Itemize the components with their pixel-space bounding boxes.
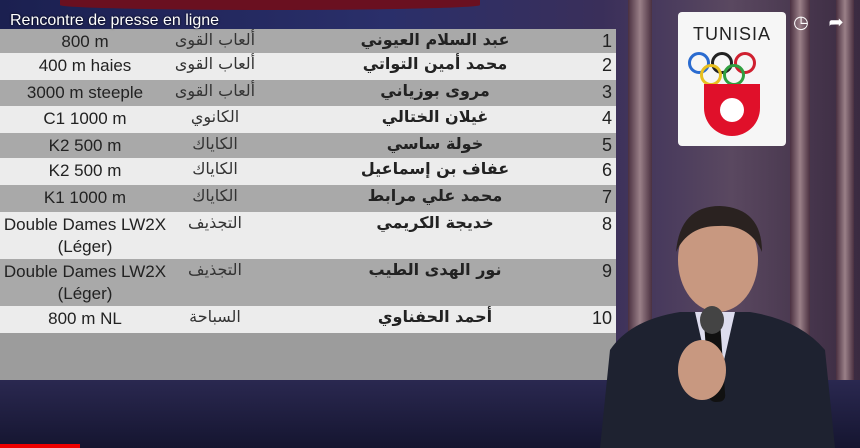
sport-name: ألعاب القوى	[174, 30, 256, 49]
clock-icon[interactable]: ◷	[793, 12, 809, 33]
athlete-name: أحمد الحفناوي	[377, 307, 493, 326]
sport-name: ألعاب القوى	[174, 54, 256, 73]
tunisia-olympic-logo: TUNISIA	[678, 12, 786, 146]
event-name: K2 500 m	[48, 136, 122, 155]
event-name: C1 1000 m	[43, 109, 127, 128]
event-name: 800 m	[61, 32, 109, 51]
athlete-name: نور الهدى الطيب	[368, 260, 502, 279]
table-row: 5 خولة ساسي الكاياك K2 500 m	[0, 133, 616, 158]
athlete-name: عبد السلام العيوني	[360, 30, 510, 49]
table-row: 8 خديجة الكريمي التجذيف Double Dames LW2X (…	[0, 212, 616, 259]
athlete-name: غيلان الختالي	[381, 107, 489, 126]
table-row: 7 محمد علي مرابط الكاياك K1 1000 m	[0, 185, 616, 212]
row-number: 8	[601, 214, 612, 234]
table-row: 6 عفاف بن إسماعيل الكاياك K2 500 m	[0, 158, 616, 185]
row-number: 2	[601, 55, 612, 75]
event-name: Double Dames LW2X (Léger)	[3, 215, 167, 256]
sport-name: الكاياك	[192, 186, 238, 205]
table-row: 1 عبد السلام العيوني ألعاب القوى 800 m	[0, 29, 616, 53]
table-row: 2 محمد أمين التواتي ألعاب القوى 400 m haies	[0, 53, 616, 80]
athlete-name: محمد أمين التواتي	[362, 54, 508, 73]
studio-pillar	[836, 0, 854, 448]
row-number: 4	[601, 108, 612, 128]
athlete-name: خولة ساسي	[386, 134, 484, 153]
studio-light	[60, 0, 480, 10]
row-number: 3	[601, 82, 612, 102]
video-title[interactable]: Rencontre de presse en ligne	[10, 12, 220, 29]
row-number: 1	[601, 31, 612, 51]
table-row: 3 مروى بوزياني ألعاب القوى 3000 m steeple	[0, 80, 616, 106]
sport-name: الكانوي	[190, 107, 240, 126]
video-progress-bar[interactable]	[0, 444, 80, 448]
row-number: 9	[601, 261, 612, 281]
speaker	[600, 206, 835, 448]
athlete-name: خديجة الكريمي	[376, 213, 494, 232]
event-name: 3000 m steeple	[26, 83, 144, 102]
sport-name: السباحة	[189, 307, 241, 326]
share-icon[interactable]: ➦	[828, 12, 844, 33]
row-number: 6	[601, 160, 612, 180]
row-number: 10	[591, 308, 612, 328]
athlete-name: عفاف بن إسماعيل	[360, 159, 510, 178]
logo-text: TUNISIA	[692, 24, 771, 44]
event-name: 400 m haies	[38, 56, 132, 75]
athletes-table: 1 عبد السلام العيوني ألعاب القوى 800 m 2 محمد…	[0, 29, 616, 380]
sport-name: ألعاب القوى	[174, 81, 256, 100]
row-number: 5	[601, 135, 612, 155]
table-row: 9 نور الهدى الطيب التجذيف Double Dames LW2X…	[0, 259, 616, 306]
sport-name: التجذيف	[188, 213, 242, 232]
table-row: 10 أحمد الحفناوي السباحة 800 m NL	[0, 306, 616, 333]
row-number: 7	[601, 187, 612, 207]
event-name: 800 m NL	[48, 309, 122, 328]
sport-name: الكاياك	[192, 159, 238, 178]
athlete-name: مروى بوزياني	[380, 81, 490, 100]
event-name: K1 1000 m	[43, 188, 127, 207]
athlete-name: محمد علي مرابط	[367, 186, 503, 205]
tunisia-flag	[704, 84, 760, 136]
sport-name: الكاياك	[192, 134, 238, 153]
table-row: 4 غيلان الختالي الكانوي C1 1000 m	[0, 106, 616, 133]
sport-name: التجذيف	[188, 260, 242, 279]
event-name: Double Dames LW2X (Léger)	[3, 262, 167, 303]
event-name: K2 500 m	[48, 161, 122, 180]
